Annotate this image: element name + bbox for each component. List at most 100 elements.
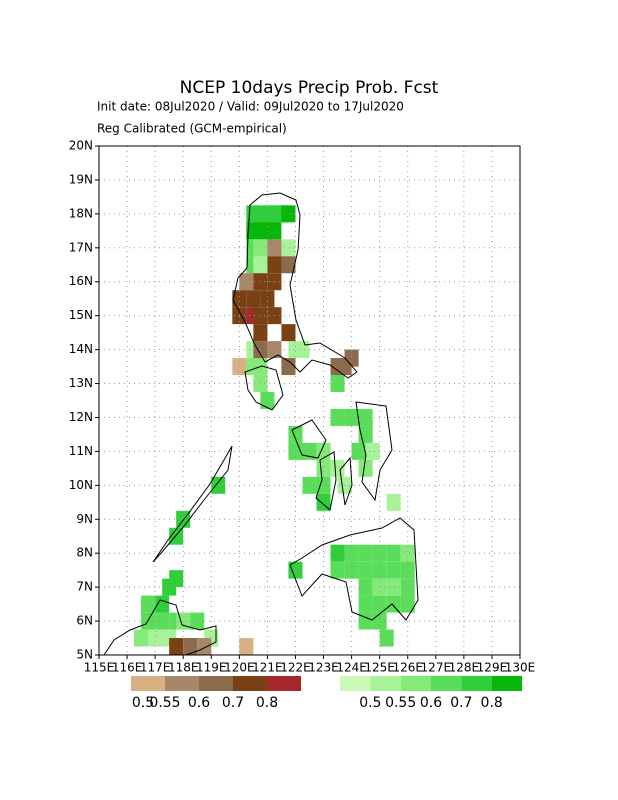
grid-cell	[169, 527, 184, 545]
grid-cell	[155, 595, 170, 613]
coastline	[315, 451, 337, 511]
grid-cell	[211, 476, 226, 494]
y-tick-label: 17N	[69, 240, 93, 254]
grid-cell	[155, 612, 170, 630]
legend-label: 0.5	[132, 695, 154, 711]
y-tick-label: 9N	[76, 512, 93, 526]
x-tick-label: 125E	[364, 661, 395, 675]
grid-cell	[358, 544, 373, 562]
grid-cell	[253, 256, 268, 274]
legend-swatch	[491, 676, 522, 691]
y-tick-label: 10N	[69, 478, 93, 492]
legend-swatch	[267, 676, 301, 691]
grid-cell	[365, 442, 380, 460]
x-tick-label: 126E	[392, 661, 423, 675]
y-tick-label: 12N	[69, 410, 93, 424]
grid-cell	[281, 205, 296, 223]
y-tick-label: 13N	[69, 376, 93, 390]
x-tick-label: 121E	[252, 661, 283, 675]
grid-cell	[295, 341, 310, 359]
grid-cell	[253, 324, 268, 342]
legend-swatch	[131, 676, 165, 691]
grid-cell	[253, 341, 268, 359]
y-tick-label: 6N	[76, 614, 93, 628]
legend-swatch	[431, 676, 462, 691]
legend-label: 0.55	[385, 695, 416, 711]
grid-cell	[239, 638, 254, 655]
grid-cell	[379, 629, 394, 647]
grid-cell	[183, 638, 198, 655]
grid-cell	[386, 595, 401, 613]
y-tick-label: 15N	[69, 308, 93, 322]
grid-cell	[260, 290, 275, 308]
grid-cell	[344, 408, 359, 426]
grid-cell	[267, 256, 282, 274]
y-tick-label: 16N	[69, 274, 93, 288]
x-tick-label: 116E	[112, 661, 143, 675]
x-tick-label: 128E	[449, 661, 480, 675]
grid-cell	[400, 561, 415, 579]
legend-swatch	[370, 676, 401, 691]
legend-swatch	[461, 676, 492, 691]
legend: 0.50.55 0.6 0.7 0.8 0.5 0.55 0.6 0.7 0.8	[131, 676, 522, 711]
grid-cell	[330, 459, 345, 477]
x-tick-label: 118E	[168, 661, 199, 675]
grid-cell	[358, 612, 373, 630]
grid-cell	[253, 239, 268, 257]
axes: 115E116E117E118E119E120E121E122E123E124E…	[69, 139, 536, 675]
x-tick-label: 129E	[477, 661, 508, 675]
subtitle: Init date: 08Jul2020 / Valid: 09Jul2020 …	[97, 100, 404, 114]
y-tick-label: 20N	[69, 139, 93, 153]
grid-cell	[281, 239, 296, 257]
x-tick-label: 130E	[505, 661, 536, 675]
grid-cell	[344, 349, 359, 367]
title: NCEP 10days Precip Prob. Fcst	[180, 78, 439, 98]
plot-frame	[98, 145, 521, 656]
grid-cell	[330, 408, 345, 426]
grid-cell	[358, 408, 373, 426]
x-tick-label: 117E	[140, 661, 171, 675]
grid-cell	[246, 290, 261, 308]
grid-cell	[281, 324, 296, 342]
grid-cell	[386, 578, 401, 596]
grid-cell	[400, 544, 415, 562]
grid-cell	[267, 222, 282, 240]
grid-cell	[330, 561, 345, 579]
coastline	[152, 445, 233, 563]
grid-cell	[330, 544, 345, 562]
y-tick-label: 18N	[69, 206, 93, 220]
grid-cell	[169, 638, 184, 655]
grid-cell	[400, 595, 415, 613]
coastline	[244, 365, 284, 411]
coastline	[232, 192, 358, 379]
grid-cell	[260, 392, 275, 409]
legend-label: 0.8	[256, 695, 278, 711]
y-tick-label: 19N	[69, 172, 93, 186]
y-tick-label: 11N	[69, 444, 93, 458]
legend-label: 0.55	[149, 695, 180, 711]
grid-cell	[281, 256, 296, 274]
grid-cell	[358, 578, 373, 596]
y-tick-label: 8N	[76, 546, 93, 560]
grid-cell	[330, 375, 345, 393]
legend-swatch	[400, 676, 431, 691]
y-tick-label: 7N	[76, 580, 93, 594]
coastlines	[103, 192, 419, 656]
grid-cell	[344, 561, 359, 579]
grid-cell	[358, 595, 373, 613]
grid-cell	[253, 273, 268, 291]
x-tick-label: 127E	[421, 661, 452, 675]
y-tick-label: 5N	[76, 648, 93, 662]
legend-label: 0.6	[188, 695, 210, 711]
legend-label: 0.8	[481, 695, 503, 711]
grid-cell	[197, 638, 212, 655]
coastline	[355, 401, 393, 502]
legend-swatch	[165, 676, 199, 691]
legend-label: 0.5	[359, 695, 381, 711]
grid-cell	[253, 375, 268, 393]
grid-cell	[358, 561, 373, 579]
grid-cell	[141, 595, 156, 613]
